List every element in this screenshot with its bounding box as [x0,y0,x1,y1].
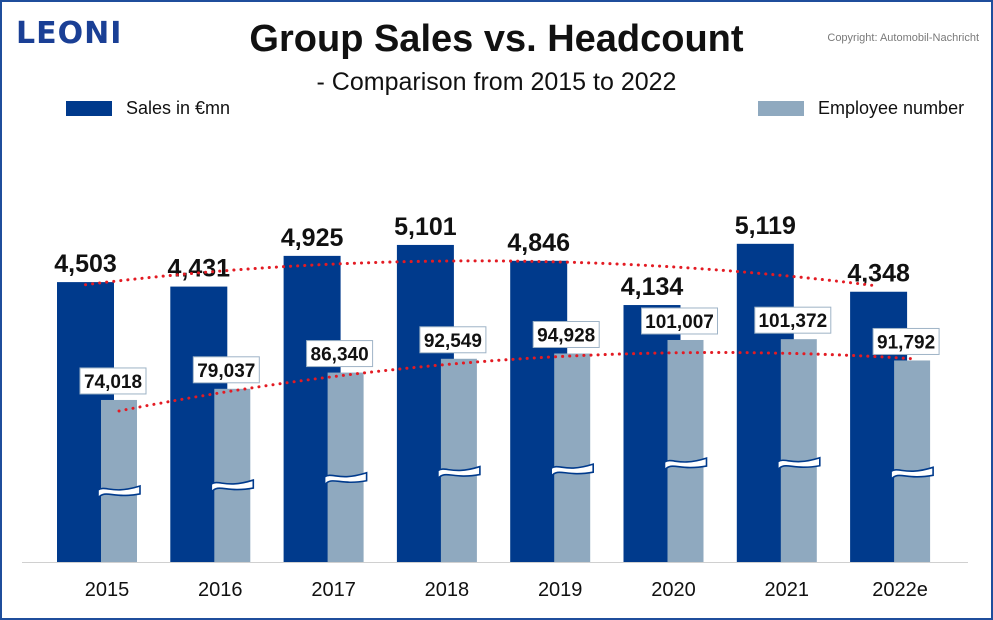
x-tick-label: 2020 [651,579,696,601]
legend-employees-swatch [758,100,804,116]
axis-break-mark [97,484,141,501]
x-tick-label: 2019 [538,579,583,601]
legend-sales-label: Sales in €mn [126,97,231,118]
employee-trendline [117,351,914,413]
employee-bar [327,372,364,562]
sales-trendline [84,259,881,288]
employee-value-label: 91,792 [877,332,935,353]
axis-break-mark [777,456,821,472]
employee-bar [894,360,931,562]
employee-value-label: 74,018 [84,372,142,393]
axis-break-mark [550,463,594,479]
x-tick-label: 2018 [425,579,470,601]
x-tick-label: 2017 [311,579,356,601]
employee-value-box [754,306,832,334]
employee-bar [101,399,137,562]
employee-bar [554,353,591,562]
axis-break-mark [437,465,481,481]
employee-value-box [872,327,940,355]
employee-bar [214,388,251,562]
sales-value-label: 4,503 [54,250,117,278]
sales-value-label: 4,431 [168,255,231,283]
axis-break-mark [663,456,708,473]
axis-break-mark [890,466,934,482]
employee-bar [440,358,477,562]
legend-employees: Employee number [758,96,964,120]
employee-value-box [532,320,600,348]
copyright-note: Copyright: Automobil-Nachricht [827,32,979,44]
sales-value-label: 4,925 [281,224,344,252]
employee-value-label: 86,340 [311,345,369,366]
chart-subtitle: - Comparison from 2015 to 2022 [316,68,677,96]
leoni-logo: LEONI [16,16,123,51]
sales-value-label: 4,846 [507,229,570,257]
employee-value-label: 94,928 [537,325,595,346]
legend-employees-label: Employee number [818,97,965,118]
axis-break-mark [210,478,255,495]
x-tick-label: 2022e [872,579,928,601]
employee-value-label: 79,037 [197,361,255,382]
employee-value-box [419,326,487,354]
employee-value-box [192,356,260,384]
legend-sales: Sales in €mn [66,96,230,120]
employee-value-label: 101,007 [645,312,714,333]
sales-value-label: 4,134 [621,273,684,301]
x-tick-label: 2015 [85,579,130,601]
chart-title: Group Sales vs. Headcount [249,18,744,60]
x-tick-label: 2016 [198,579,243,601]
sales-value-label: 5,101 [394,213,457,241]
sales-value-label: 5,119 [735,212,796,240]
employee-bar [780,339,817,562]
x-tick-label: 2021 [765,579,810,601]
employee-bar [667,339,704,562]
employee-value-label: 92,549 [424,331,482,352]
employee-value-label: 101,372 [758,311,827,332]
employee-value-box [306,340,374,368]
axis-break-mark [323,471,368,487]
employee-value-box [641,307,718,335]
employee-value-box [79,367,147,395]
legend-sales-swatch [66,100,112,116]
